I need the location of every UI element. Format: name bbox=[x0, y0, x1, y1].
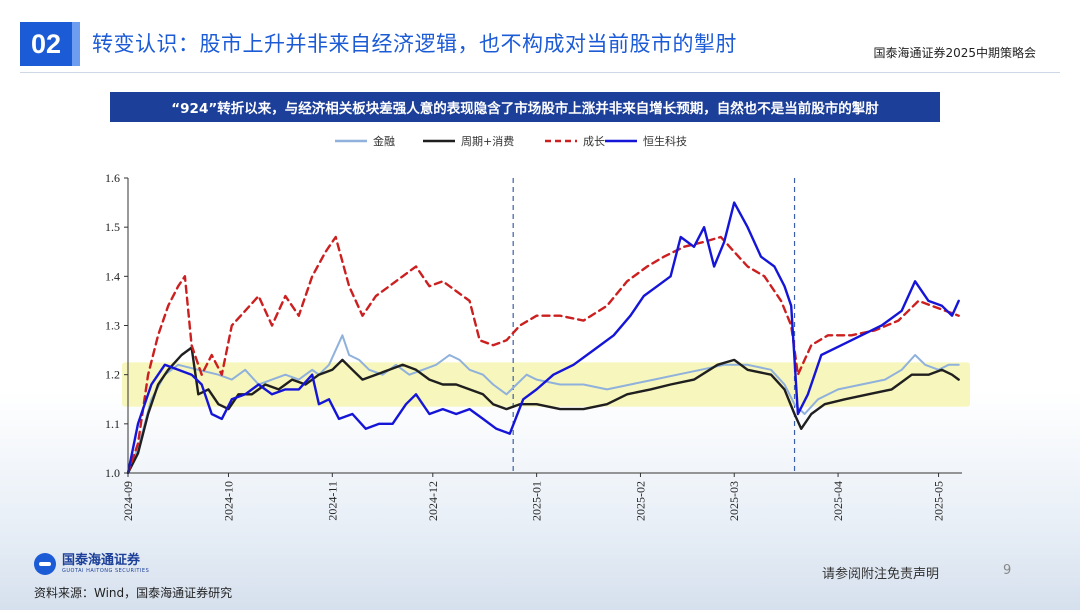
legend-label-hstech: 恒生科技 bbox=[643, 134, 687, 148]
y-tick-label: 1.0 bbox=[105, 466, 120, 480]
header-divider bbox=[20, 72, 1060, 73]
data-source: 资料来源：Wind，国泰海通证券研究 bbox=[34, 586, 233, 600]
background-fade bbox=[0, 390, 1080, 610]
x-tick-label: 2024-10 bbox=[221, 481, 235, 521]
summary-banner: “924”转折以来，与经济相关板块差强人意的表现隐含了市场股市上涨并非来自增长预… bbox=[110, 92, 940, 122]
series-line-finance bbox=[127, 334, 960, 474]
legend-label-cycle_consumption: 周期+消费 bbox=[461, 134, 514, 148]
y-tick-label: 1.6 bbox=[105, 171, 120, 185]
y-tick-label: 1.5 bbox=[105, 220, 120, 234]
highlight-band bbox=[122, 362, 970, 407]
section-accent-bar bbox=[72, 22, 80, 66]
series-line-growth bbox=[126, 235, 960, 475]
meeting-name: 国泰海通证券2025中期策略会 bbox=[873, 46, 1036, 60]
x-tick-label: 2024-09 bbox=[121, 481, 135, 521]
y-tick-label: 1.3 bbox=[105, 319, 120, 333]
x-tick-label: 2025-04 bbox=[831, 481, 845, 521]
x-tick-label: 2024-12 bbox=[426, 481, 440, 521]
series-line-cycle_consumption bbox=[126, 346, 960, 475]
company-logo: 国泰海通证券 GUOTAI HAITONG SECURITIES bbox=[34, 553, 149, 575]
x-tick-label: 2025-01 bbox=[530, 481, 544, 521]
x-tick-label: 2025-05 bbox=[932, 481, 946, 521]
page-title: 转变认识：股市上升并非来自经济逻辑，也不构成对当前股市的掣肘 bbox=[92, 32, 737, 56]
legend-label-growth: 成长 bbox=[583, 135, 605, 148]
legend-label-finance: 金融 bbox=[373, 134, 395, 148]
x-tick-label: 2024-11 bbox=[325, 481, 339, 521]
section-number: 02 bbox=[20, 22, 72, 66]
logo-icon bbox=[34, 553, 56, 575]
x-tick-label: 2025-03 bbox=[727, 481, 741, 521]
x-tick-label: 2025-02 bbox=[633, 481, 647, 521]
y-tick-label: 1.4 bbox=[105, 269, 120, 283]
y-tick-label: 1.1 bbox=[105, 417, 120, 431]
header: 02 转变认识：股市上升并非来自经济逻辑，也不构成对当前股市的掣肘 国泰海通证券… bbox=[0, 0, 1080, 80]
logo-name-cn: 国泰海通证券 bbox=[62, 552, 141, 568]
series-line-hstech bbox=[126, 201, 960, 475]
page-number: 9 bbox=[1003, 563, 1012, 578]
y-tick-label: 1.2 bbox=[105, 368, 120, 382]
disclaimer-note: 请参阅附注免责声明 bbox=[822, 567, 940, 582]
logo-name-en: GUOTAI HAITONG SECURITIES bbox=[62, 567, 150, 574]
